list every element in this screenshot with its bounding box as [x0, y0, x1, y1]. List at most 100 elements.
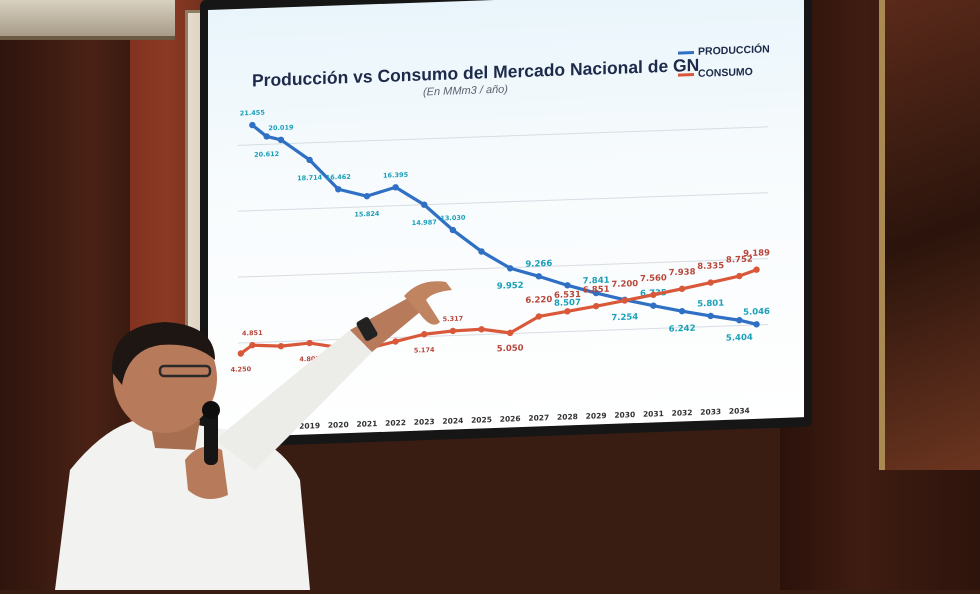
chart-legend: PRODUCCIÓN CONSUMO	[678, 38, 770, 85]
legend-label-consumo: CONSUMO	[698, 65, 753, 80]
data-label: 7.938	[669, 267, 696, 278]
series-line-produccion	[251, 123, 757, 326]
data-label: 6.851	[583, 285, 610, 296]
x-tick-label: 2032	[672, 408, 693, 418]
data-point	[392, 338, 399, 345]
data-point	[535, 313, 543, 320]
data-point	[678, 307, 686, 315]
data-point	[707, 279, 714, 286]
x-tick-label: 2030	[614, 410, 635, 420]
data-label: 16.462	[326, 173, 351, 182]
x-tick-label: 2019	[299, 421, 320, 431]
data-label: 5.046	[743, 307, 770, 318]
data-label: 21.455	[240, 109, 266, 118]
data-point	[506, 265, 514, 272]
data-point	[736, 272, 743, 280]
data-label: 6.242	[669, 324, 696, 335]
legend-item-produccion: PRODUCCIÓN	[678, 38, 770, 63]
data-point	[707, 312, 714, 320]
data-label: 4.851	[242, 329, 263, 338]
data-point	[421, 201, 428, 208]
data-label: 18.714	[297, 173, 323, 182]
data-label: 13.030	[440, 214, 466, 223]
data-point	[564, 282, 571, 289]
data-label: 6.531	[554, 290, 581, 301]
legend-item-consumo: CONSUMO	[678, 60, 770, 85]
gridline	[238, 192, 768, 212]
data-point	[621, 297, 628, 304]
x-tick-label: 2026	[500, 414, 521, 424]
data-point	[335, 344, 342, 351]
x-tick-label: 2025	[471, 415, 492, 425]
data-point	[478, 326, 485, 333]
x-tick-label: 2023	[414, 417, 435, 427]
data-label: 5.317	[443, 315, 464, 324]
data-point	[306, 156, 313, 164]
x-tick-label: 2031	[643, 409, 664, 419]
data-point	[277, 342, 285, 350]
data-point	[564, 308, 571, 315]
data-label: 7.200	[611, 279, 638, 290]
data-point	[592, 302, 600, 310]
data-label: 7.254	[611, 312, 638, 323]
data-point	[478, 248, 485, 255]
data-label: 9.189	[743, 248, 770, 259]
x-tick-label: 2033	[700, 407, 721, 417]
data-point	[592, 289, 600, 297]
x-tick-label: 2034	[729, 406, 750, 416]
legend-swatch-consumo	[678, 72, 694, 77]
data-point	[421, 331, 428, 338]
data-label: 20.019	[268, 123, 294, 132]
legend-label-produccion: PRODUCCIÓN	[698, 43, 770, 58]
data-label: 5.050	[497, 343, 524, 354]
data-point	[650, 302, 657, 309]
painting	[879, 0, 980, 470]
data-label: 5.404	[726, 333, 753, 344]
data-label: 4.228	[357, 332, 378, 341]
data-point	[277, 136, 285, 144]
data-label: 15.824	[354, 210, 380, 219]
data-label: 6.220	[525, 295, 552, 306]
legend-swatch-produccion	[678, 50, 694, 55]
data-point	[449, 327, 457, 335]
data-label: 5.801	[697, 299, 724, 310]
data-label: 9.952	[497, 281, 524, 292]
data-point	[335, 186, 342, 193]
data-point	[449, 226, 457, 234]
data-label: 7.841	[583, 276, 610, 287]
x-tick-label: 2022	[385, 418, 406, 428]
data-point	[753, 321, 760, 328]
data-label: 20.612	[254, 150, 279, 159]
data-point	[535, 273, 543, 280]
data-label: 4.807	[299, 355, 320, 364]
data-point	[263, 133, 270, 140]
gridline	[238, 258, 768, 278]
data-point	[650, 291, 657, 298]
data-point	[753, 266, 760, 273]
data-label: 7.560	[640, 273, 667, 284]
x-tick-label: 2027	[528, 413, 549, 423]
x-tick-label: 2028	[557, 412, 578, 422]
data-point	[392, 184, 399, 191]
data-label: 16.395	[383, 171, 409, 180]
data-point	[249, 121, 256, 129]
data-label: 9.266	[525, 259, 552, 270]
data-label: 5.174	[414, 346, 435, 355]
x-tick-label: 2029	[586, 411, 607, 421]
data-label: 8.335	[697, 261, 724, 272]
ornate-frame	[0, 0, 175, 40]
data-label: 8.507	[554, 298, 581, 309]
data-label: 8.752	[726, 255, 753, 266]
data-point	[237, 350, 245, 357]
gridline	[238, 126, 768, 146]
data-point	[506, 329, 514, 337]
x-tick-label: 2024	[442, 416, 463, 426]
data-point	[363, 345, 371, 352]
data-label: 4.250	[231, 365, 252, 374]
wooden-door	[0, 40, 130, 590]
x-tick-label: 2020	[328, 420, 349, 430]
data-label: 14.987	[412, 218, 437, 227]
data-point	[363, 192, 371, 200]
x-tick-label: 2021	[356, 419, 377, 429]
presentation-slide: 2019 2020 2021 2022 2023 2024 2025 2026 2027 2028…	[208, 0, 804, 438]
